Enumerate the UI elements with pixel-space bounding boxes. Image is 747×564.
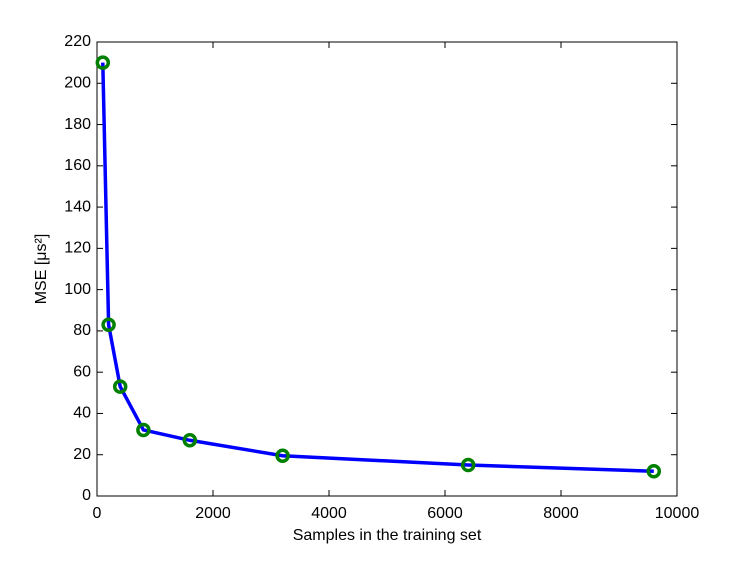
- x-axis-label: Samples in the training set: [293, 527, 482, 544]
- data-marker: [95, 55, 111, 70]
- data-marker: [112, 379, 128, 394]
- y-axis-label: MSE [μs²]: [33, 234, 50, 305]
- x-tick-label: 8000: [543, 505, 579, 522]
- data-marker: [646, 463, 662, 479]
- y-tick-label: 160: [64, 157, 91, 174]
- y-tick-label: 100: [64, 281, 91, 298]
- y-tick-label: 180: [64, 116, 91, 133]
- data-marker: [101, 317, 116, 332]
- x-tick-label: 6000: [427, 505, 463, 522]
- y-tick-label: 20: [73, 446, 91, 463]
- y-tick-label: 200: [64, 74, 91, 91]
- data-marker: [460, 457, 476, 473]
- x-tick-label: 2000: [195, 505, 231, 522]
- data-marker: [136, 422, 151, 438]
- data-line: [101, 62, 654, 473]
- data-marker: [182, 433, 198, 448]
- data-marker: [275, 448, 290, 464]
- y-tick-label: 40: [73, 405, 91, 422]
- y-tick-label: 120: [64, 240, 91, 257]
- y-tick-label: 80: [73, 322, 91, 339]
- y-tick-label: 60: [73, 363, 91, 380]
- x-tick-label: 0: [93, 505, 102, 522]
- plot-frame: [96, 41, 678, 497]
- x-tick-label: 4000: [311, 505, 347, 522]
- y-tick-label: 140: [64, 198, 91, 215]
- y-tick-label: 220: [64, 33, 91, 50]
- y-tick-label: 0: [82, 487, 91, 504]
- x-tick-label: 10000: [655, 505, 700, 522]
